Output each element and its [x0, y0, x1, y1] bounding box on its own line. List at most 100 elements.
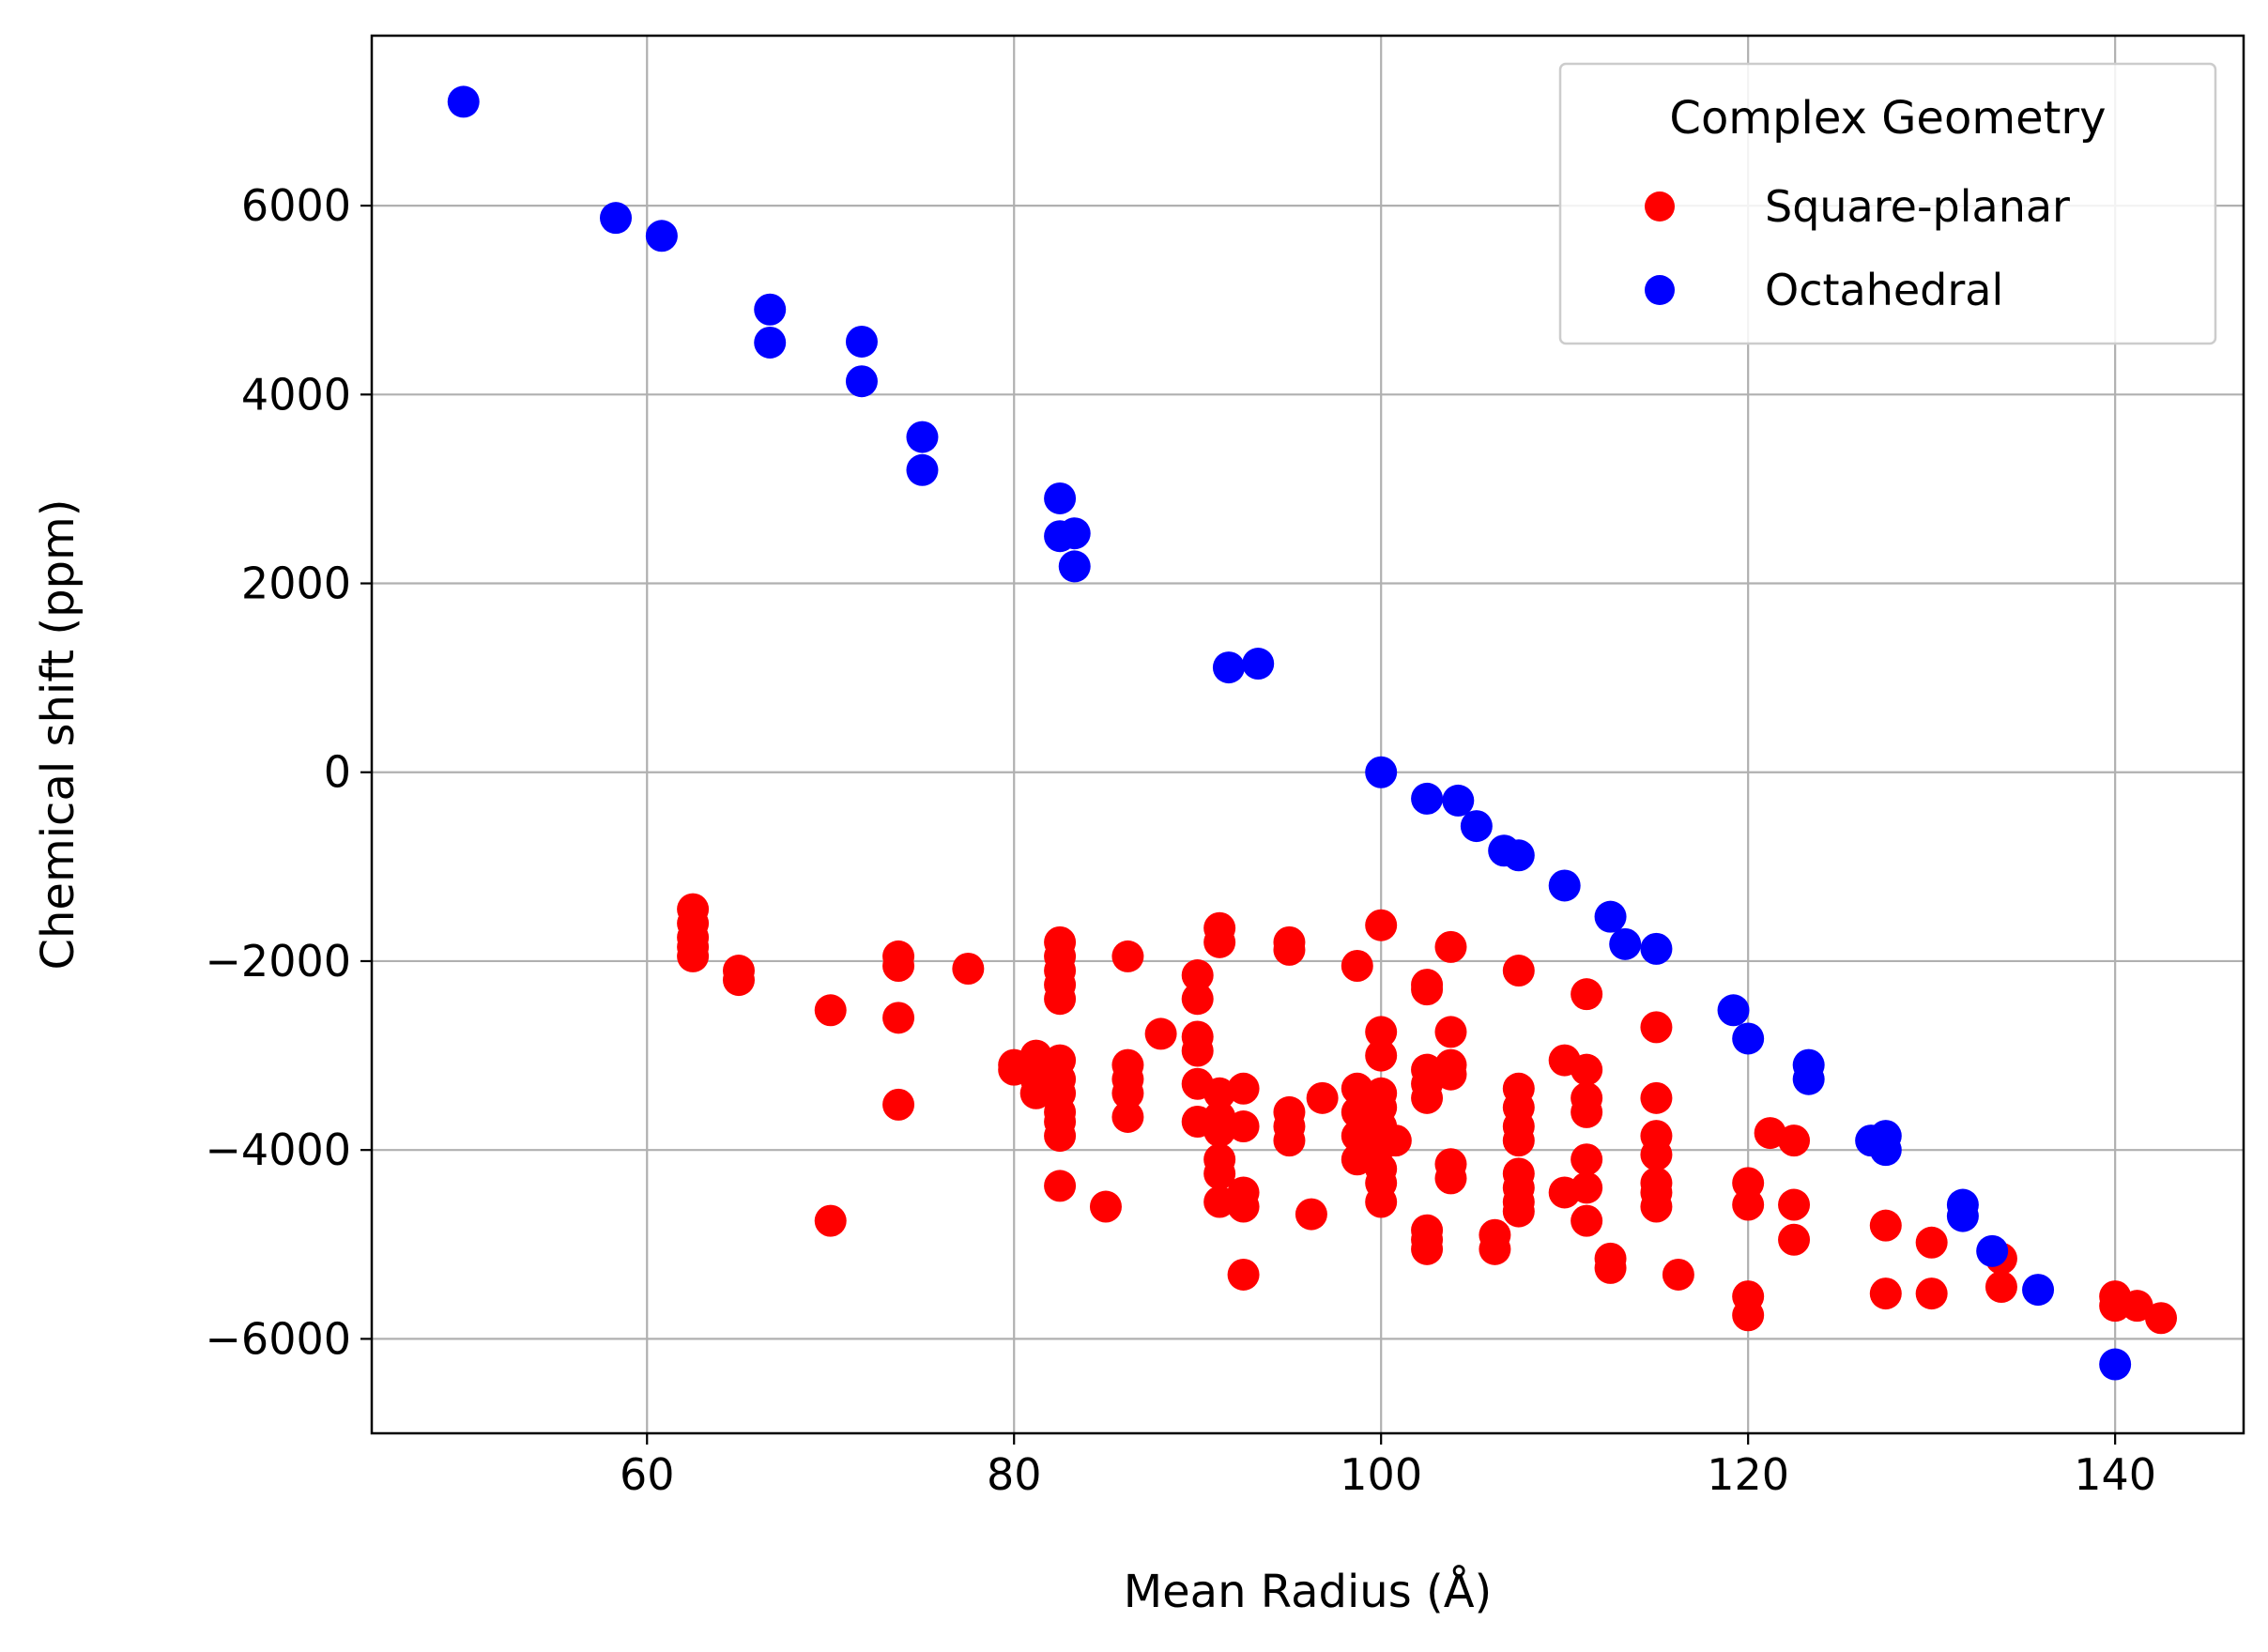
- square-planar-point: [1662, 1258, 1694, 1291]
- square-planar-point: [882, 949, 915, 982]
- square-planar-point: [1365, 1185, 1398, 1218]
- octahedral-point: [1717, 994, 1750, 1027]
- square-planar-point: [1869, 1277, 1902, 1310]
- y-tick-label: 2000: [241, 558, 351, 609]
- square-planar-point: [814, 994, 847, 1027]
- octahedral-point: [1502, 839, 1535, 872]
- square-planar-point: [1365, 1016, 1398, 1048]
- legend-label-square-planar: Square-planar: [1765, 181, 2070, 232]
- x-tick-label: 140: [2074, 1449, 2156, 1500]
- square-planar-point: [882, 1088, 915, 1121]
- octahedral-point: [1946, 1200, 1979, 1232]
- square-planar-point: [1019, 1039, 1052, 1072]
- square-planar-point: [1434, 930, 1467, 963]
- square-planar-point: [1571, 1204, 1603, 1237]
- octahedral-point: [1594, 900, 1627, 933]
- x-axis-label: Mean Radius (Å): [1124, 1565, 1493, 1618]
- square-planar-point: [1571, 1171, 1603, 1204]
- square-planar-point: [1089, 1190, 1122, 1223]
- square-planar-point: [1571, 1095, 1603, 1128]
- axis-ticks: 60 80 100 120 140 −6000 −4000 −2000 0 2000 4000 600…: [205, 180, 2156, 1500]
- square-planar-point: [1273, 1124, 1306, 1157]
- octahedral-point: [1732, 1022, 1765, 1055]
- octahedral-point: [1640, 932, 1673, 965]
- octahedral-point: [845, 365, 878, 398]
- octahedral-point: [1792, 1063, 1825, 1095]
- y-tick-label: −4000: [205, 1124, 351, 1175]
- square-planar-point: [1111, 1077, 1144, 1109]
- data-points: [447, 85, 2178, 1381]
- square-planar-point: [1411, 1081, 1444, 1114]
- octahedral-point: [1976, 1234, 2009, 1267]
- square-planar-point: [1227, 1190, 1260, 1223]
- square-planar-point: [1640, 1011, 1673, 1044]
- square-planar-point: [1502, 955, 1535, 987]
- square-planar-point: [1203, 1157, 1236, 1190]
- square-planar-point: [882, 1002, 915, 1034]
- octahedral-point: [1411, 782, 1444, 815]
- octahedral-point: [906, 453, 939, 486]
- octahedral-point: [1242, 648, 1275, 681]
- square-planar-point: [952, 953, 985, 986]
- square-planar-point: [722, 964, 755, 997]
- x-tick-label: 120: [1707, 1449, 1789, 1500]
- square-planar-point: [2145, 1302, 2178, 1335]
- x-tick-label: 100: [1340, 1449, 1422, 1500]
- y-axis-label: Chemical shift (ppm): [32, 498, 84, 970]
- square-planar-point: [1295, 1198, 1327, 1231]
- y-tick-label: 0: [324, 747, 351, 798]
- octahedral-point: [1609, 927, 1642, 960]
- octahedral-point: [1869, 1134, 1902, 1167]
- octahedral-point: [2099, 1348, 2132, 1381]
- x-tick-label: 80: [987, 1449, 1042, 1500]
- octahedral-point: [2022, 1274, 2055, 1307]
- square-planar-point: [1984, 1271, 2017, 1304]
- octahedral-point: [1212, 651, 1245, 684]
- octahedral-point: [1058, 550, 1091, 583]
- octahedral-point: [1058, 517, 1091, 550]
- square-planar-point: [1227, 1258, 1260, 1291]
- legend-box: [1558, 62, 2217, 345]
- square-planar-point: [1640, 1081, 1673, 1114]
- legend: Complex Geometry Square-planar Octahedra…: [1558, 62, 2217, 345]
- square-planar-point: [1915, 1277, 1948, 1310]
- square-planar-point: [1502, 1195, 1535, 1228]
- square-planar-point: [1502, 1124, 1535, 1157]
- square-planar-point: [1571, 1143, 1603, 1176]
- square-planar-point: [1434, 1162, 1467, 1195]
- legend-label-octahedral: Octahedral: [1765, 265, 2003, 315]
- square-planar-point: [1306, 1081, 1339, 1114]
- octahedral-point: [845, 325, 878, 358]
- square-planar-point: [1019, 1077, 1052, 1109]
- square-planar-point: [1181, 1034, 1214, 1067]
- square-planar-point: [1203, 1077, 1236, 1109]
- square-planar-point: [1181, 959, 1214, 992]
- square-planar-point: [2099, 1290, 2132, 1323]
- square-planar-point: [1044, 1120, 1077, 1153]
- octahedral-point: [754, 326, 787, 359]
- square-planar-point: [1778, 1188, 1811, 1221]
- square-planar-point: [1411, 973, 1444, 1006]
- legend-title: Complex Geometry: [1669, 92, 2106, 145]
- square-planar-point: [1571, 1053, 1603, 1086]
- square-planar-point: [1434, 1058, 1467, 1091]
- square-planar-point: [1732, 1299, 1765, 1332]
- square-planar-point: [1044, 1170, 1077, 1202]
- octahedral-point: [1365, 756, 1398, 788]
- square-planar-point: [1915, 1226, 1948, 1259]
- square-planar-point: [1365, 1039, 1398, 1072]
- square-planar-point: [1571, 978, 1603, 1011]
- square-planar-point: [1044, 983, 1077, 1016]
- octahedral-point: [906, 421, 939, 453]
- square-planar-point: [1181, 983, 1214, 1016]
- x-tick-label: 60: [620, 1449, 675, 1500]
- square-planar-point: [1379, 1124, 1412, 1157]
- octahedral-point: [1044, 482, 1077, 514]
- square-planar-point: [1778, 1223, 1811, 1256]
- octahedral-point: [1442, 784, 1475, 817]
- square-planar-point: [677, 940, 710, 972]
- square-planar-point: [1365, 909, 1398, 941]
- square-planar-point: [1869, 1209, 1902, 1242]
- square-planar-point: [2121, 1290, 2153, 1323]
